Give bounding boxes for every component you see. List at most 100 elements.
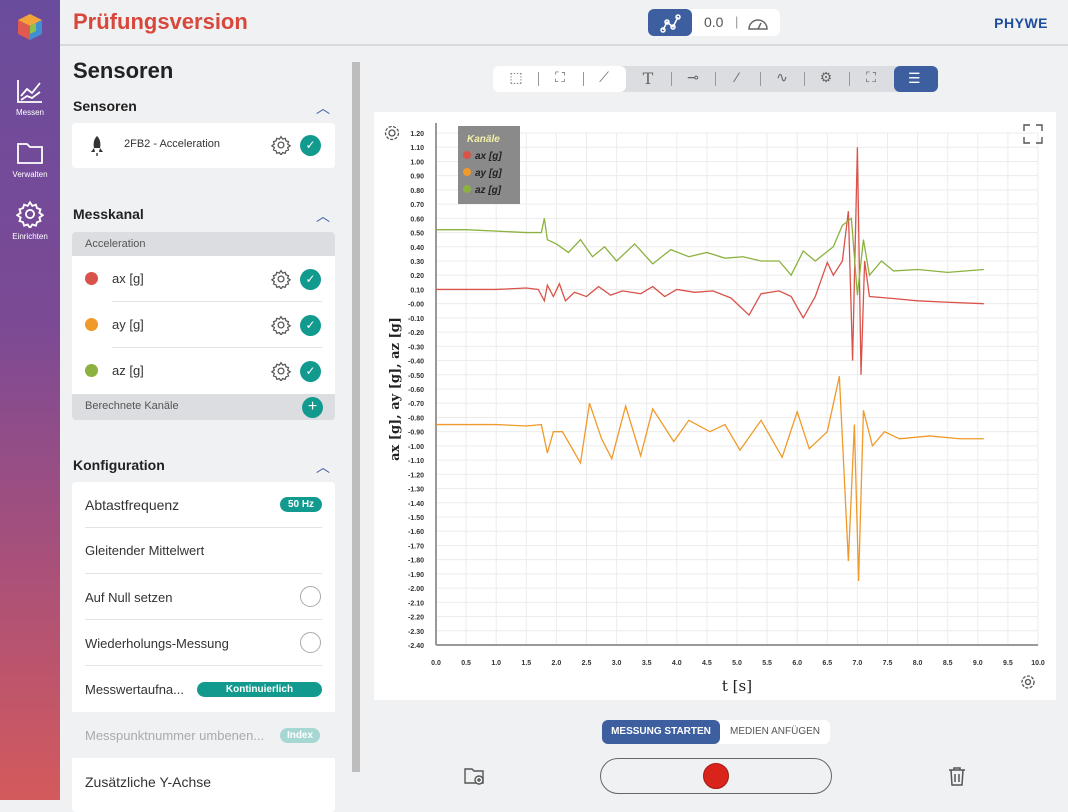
add-computed-channel-button[interactable]: + bbox=[302, 397, 323, 418]
y-tick-label: -2.20 bbox=[408, 615, 424, 622]
sensor-panel: Sensoren Sensoren ︿ 2FB2 - Acceleration … bbox=[60, 46, 362, 812]
rail-item-messen[interactable]: Messen bbox=[0, 78, 60, 117]
x-tick-label: 10.0 bbox=[1031, 660, 1045, 667]
fit-icon[interactable]: ⛶ bbox=[555, 69, 565, 85]
rail-item-einrichten[interactable]: Einrichten bbox=[0, 200, 60, 241]
attach-media-tab[interactable]: MEDIEN ANFÜGEN bbox=[729, 726, 820, 737]
gear-icon bbox=[16, 200, 44, 228]
x-tick-label: 6.5 bbox=[822, 660, 832, 667]
repeat-radio[interactable] bbox=[300, 632, 321, 653]
frequency-badge[interactable]: 50 Hz bbox=[280, 497, 322, 512]
config-mittelwert[interactable]: Gleitender Mittelwert bbox=[85, 543, 205, 558]
channel-settings-icon[interactable] bbox=[271, 361, 291, 381]
mode-switch[interactable]: 0.0 | bbox=[648, 9, 780, 36]
config-messpunktnummer: Messpunktnummer umbenen... Index bbox=[72, 712, 335, 758]
series-line-azg bbox=[436, 217, 984, 296]
rail-item-verwalten[interactable]: Verwalten bbox=[0, 140, 60, 179]
y-tick-label: -1.90 bbox=[408, 572, 424, 579]
x-tick-label: 5.0 bbox=[732, 660, 742, 667]
x-tick-label: 4.0 bbox=[672, 660, 682, 667]
null-radio[interactable] bbox=[300, 586, 321, 607]
x-tick-label: 7.0 bbox=[853, 660, 863, 667]
record-button[interactable] bbox=[600, 758, 832, 794]
fullscreen-icon[interactable] bbox=[1023, 124, 1043, 144]
fit-line-icon[interactable]: ⁄ bbox=[735, 69, 739, 85]
channel-row[interactable]: ax [g] ✓ bbox=[72, 256, 335, 302]
y-tick-label: -0.30 bbox=[408, 344, 424, 351]
collapse-sensoren[interactable]: ︿ bbox=[316, 100, 330, 116]
start-measurement-tab[interactable]: MESSUNG STARTEN bbox=[602, 720, 720, 744]
x-tick-label: 1.0 bbox=[491, 660, 501, 667]
y-tick-label: -1.20 bbox=[408, 472, 424, 479]
channel-check-icon[interactable]: ✓ bbox=[300, 315, 321, 336]
settings-icon[interactable]: ⚙ bbox=[819, 69, 833, 85]
x-tick-label: 5.5 bbox=[762, 660, 772, 667]
list-view-button[interactable]: ☰ bbox=[894, 66, 938, 92]
trash-icon[interactable] bbox=[948, 766, 966, 786]
gauge-icon[interactable] bbox=[747, 15, 769, 31]
y-tick-label: -0.50 bbox=[408, 373, 424, 380]
y-tick-label: -2.40 bbox=[408, 643, 424, 650]
zoom-region-icon[interactable]: ⬚ bbox=[509, 69, 523, 85]
config-abtastfrequenz[interactable]: Abtastfrequenz 50 Hz bbox=[72, 482, 335, 528]
x-tick-label: 3.0 bbox=[612, 660, 622, 667]
y-tick-label: -0.90 bbox=[408, 430, 424, 437]
chart-settings-icon[interactable] bbox=[384, 125, 400, 141]
y-tick-label: 1.00 bbox=[410, 159, 424, 166]
marker-icon[interactable]: ⊸ bbox=[687, 69, 699, 85]
y-tick-label: 0.60 bbox=[410, 216, 424, 223]
channel-settings-icon[interactable] bbox=[271, 315, 291, 335]
channel-row[interactable]: az [g] ✓ bbox=[72, 348, 335, 394]
collapse-messkanal[interactable]: ︿ bbox=[316, 208, 330, 224]
autoscale-icon[interactable]: ⛶ bbox=[866, 69, 876, 85]
gear-icon bbox=[388, 129, 396, 137]
x-tick-label: 1.5 bbox=[521, 660, 531, 667]
list-icon: ☰ bbox=[908, 70, 921, 86]
signal-icon[interactable]: ∿ bbox=[776, 69, 788, 85]
y-tick-label: 0.10 bbox=[410, 287, 424, 294]
mode-badge[interactable]: Kontinuierlich bbox=[197, 682, 322, 697]
config-null[interactable]: Auf Null setzen bbox=[72, 574, 335, 620]
y-tick-label: -1.70 bbox=[408, 543, 424, 550]
y-tick-label: -2.30 bbox=[408, 629, 424, 636]
y-tick-label: -0.80 bbox=[408, 415, 424, 422]
channel-color-dot bbox=[85, 318, 98, 331]
axis-settings-icon[interactable] bbox=[1021, 675, 1035, 689]
folder-add-icon[interactable] bbox=[464, 766, 486, 786]
channel-check-icon[interactable]: ✓ bbox=[300, 269, 321, 290]
y-tick-label: -2.00 bbox=[408, 586, 424, 593]
y-tick-label: -0.70 bbox=[408, 401, 424, 408]
channel-card: Acceleration ax [g] ✓ ay [g] ✓ az [g] ✓ … bbox=[72, 232, 335, 420]
panel-scrollbar[interactable] bbox=[350, 46, 362, 800]
mode-value: 0.0 bbox=[704, 14, 724, 30]
channel-settings-icon[interactable] bbox=[271, 269, 291, 289]
sensor-check-icon[interactable]: ✓ bbox=[300, 135, 321, 156]
y-tick-label: 0.20 bbox=[410, 273, 424, 280]
series-line-ayg bbox=[436, 376, 984, 582]
index-badge: Index bbox=[280, 728, 320, 743]
y-tick-label: -1.60 bbox=[408, 529, 424, 536]
x-tick-label: 9.0 bbox=[973, 660, 983, 667]
legend-swatch bbox=[463, 151, 471, 159]
fullscreen-icon bbox=[1023, 124, 1043, 144]
text-tool-icon[interactable]: T bbox=[642, 69, 654, 88]
config-messwertaufnahme[interactable]: Messwertaufna... Kontinuierlich bbox=[72, 666, 335, 712]
app-logo bbox=[18, 14, 42, 40]
collapse-konfiguration[interactable]: ︿ bbox=[316, 459, 330, 475]
config-y-achse[interactable]: Zusätzliche Y-Achse bbox=[85, 774, 212, 790]
sensor-card[interactable]: 2FB2 - Acceleration ✓ bbox=[72, 123, 335, 168]
y-tick-label: 1.20 bbox=[410, 131, 424, 138]
channel-check-icon[interactable]: ✓ bbox=[300, 361, 321, 382]
line-tool-icon[interactable]: ⟋ bbox=[599, 69, 609, 85]
x-tick-label: 2.0 bbox=[552, 660, 562, 667]
x-tick-label: 7.5 bbox=[883, 660, 893, 667]
channel-row[interactable]: ay [g] ✓ bbox=[72, 302, 335, 348]
y-tick-label: 0.80 bbox=[410, 188, 424, 195]
sensor-settings-icon[interactable] bbox=[271, 135, 291, 155]
graph-mode-button[interactable] bbox=[648, 9, 692, 36]
y-tick-label: -1.50 bbox=[408, 515, 424, 522]
measurement-chart[interactable]: 1.20 1.10 1.00 0.90 0.80 0.70 0.60 0.50 0.40 0.30… bbox=[374, 112, 1056, 700]
section-sensoren: Sensoren bbox=[73, 98, 137, 114]
config-wiederholung[interactable]: Wiederholungs-Messung bbox=[72, 620, 335, 666]
channel-group: Acceleration bbox=[72, 232, 335, 256]
